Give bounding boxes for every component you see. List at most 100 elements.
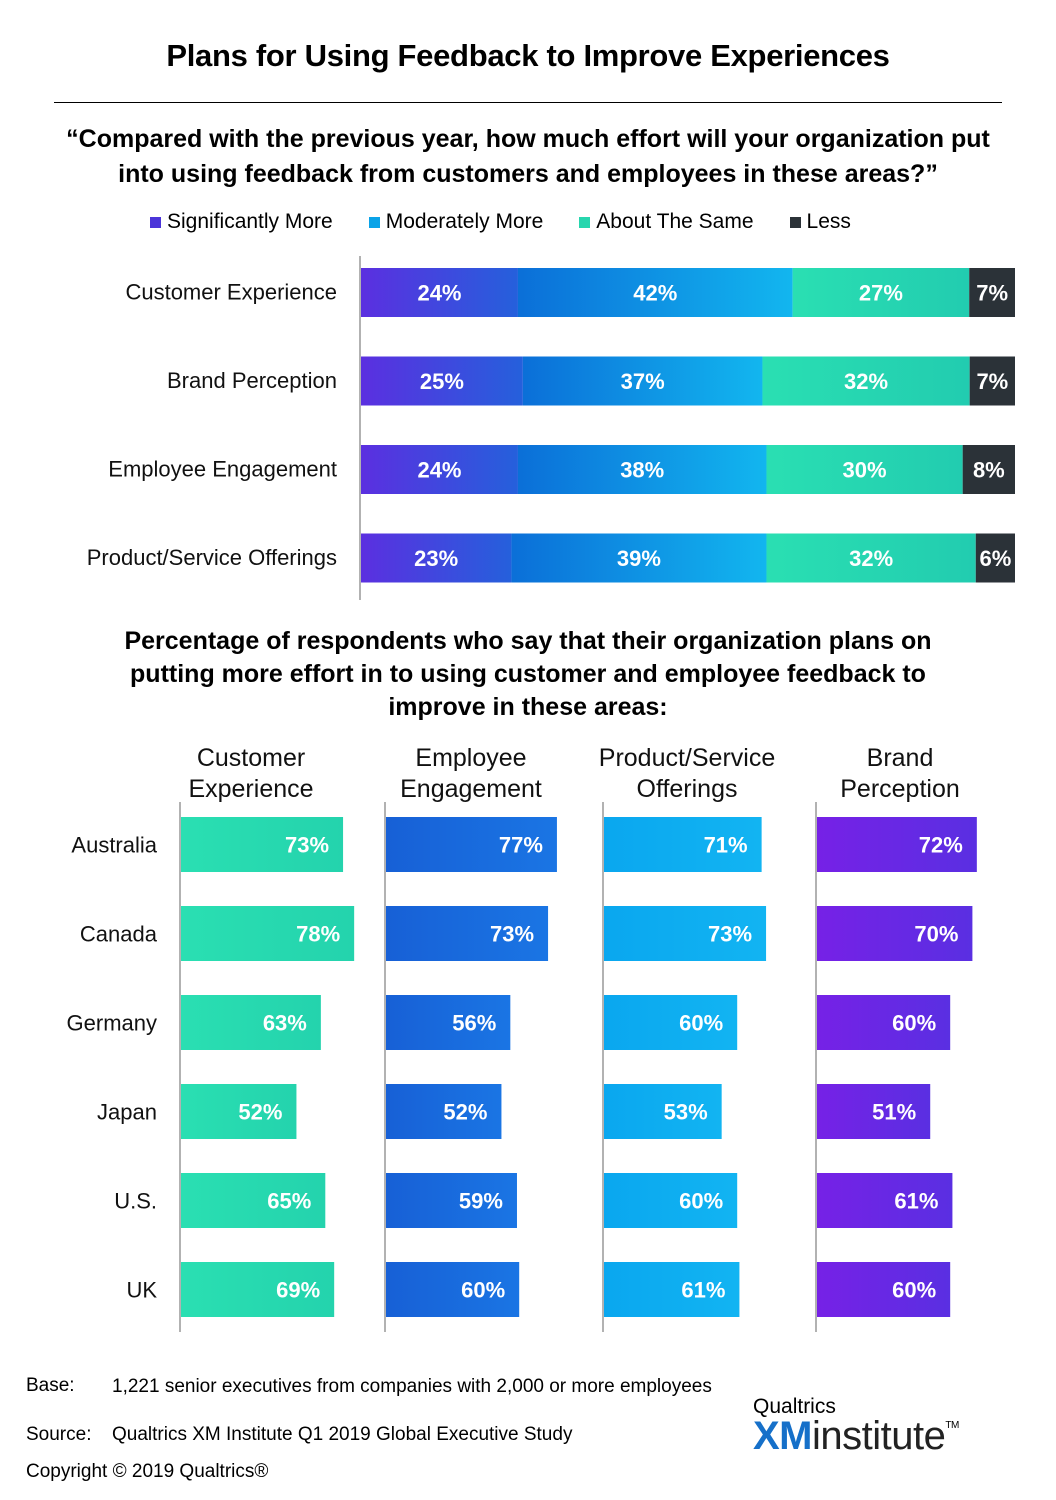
stacked-category-label: Employee Engagement — [108, 457, 337, 482]
panel-bar-brand-perception — [817, 1084, 931, 1139]
panel-bar-value-label: 63% — [263, 1011, 307, 1036]
panel-bar-value-label: 59% — [459, 1189, 503, 1214]
legend-label: Less — [806, 210, 851, 233]
panel-header-customer-experience: Customer — [197, 744, 305, 772]
stacked-bar-segment-moderately-more — [522, 356, 763, 406]
panel-bar-customer-experience — [181, 1262, 335, 1317]
panel-bar-value-label: 60% — [679, 1011, 723, 1036]
panel-bar-employee-engagement — [386, 906, 549, 961]
legend-label: About The Same — [596, 210, 754, 233]
stacked-bar-segment-about-the-same — [766, 533, 976, 583]
stacked-bar-segment-about-the-same — [792, 268, 970, 317]
legend-swatch — [789, 216, 801, 228]
stacked-bar-value-label: 38% — [620, 458, 664, 483]
stacked-category-label: Brand Perception — [167, 368, 337, 393]
stacked-bar-segment-about-the-same — [762, 356, 970, 406]
stacked-bar-segment-less — [962, 445, 1015, 494]
legend-swatch — [368, 216, 380, 228]
panel-header-brand-perception: Brand — [867, 744, 934, 772]
panel-bar-customer-experience — [181, 817, 344, 872]
panel-bar-brand-perception — [817, 995, 951, 1050]
stacked-bar-value-label: 24% — [417, 281, 461, 306]
panel-bar-customer-experience — [181, 906, 355, 961]
stacked-bar-value-label: 7% — [976, 281, 1008, 306]
stacked-bar-segment-moderately-more — [517, 445, 767, 494]
stacked-bar-segment-significantly-more — [361, 533, 512, 583]
footer-source-text: Qualtrics XM Institute Q1 2019 Global Ex… — [112, 1424, 573, 1445]
legend-label: Significantly More — [167, 210, 333, 233]
panel-bar-employee-engagement — [386, 1262, 520, 1317]
stacked-bar-segment-less — [975, 533, 1015, 583]
panel-bar-value-label: 69% — [276, 1278, 320, 1303]
country-bar-charts: Australia Canada Germany Japan U.S. UK Custome… — [67, 744, 977, 1332]
legend-item-significantly-more: Significantly More — [150, 210, 333, 234]
logo-xm: XM — [753, 1414, 813, 1458]
panel-bar-value-label: 56% — [452, 1011, 496, 1036]
footer-copyright: Copyright © 2019 Qualtrics® — [26, 1461, 269, 1482]
panel-bar-product-service-offerings — [604, 817, 762, 872]
stacked-bar-value-label: 30% — [843, 458, 887, 483]
panel-bar-value-label: 73% — [490, 922, 534, 947]
panel-bar-value-label: 77% — [499, 833, 543, 858]
logo-trademark: TM — [945, 1420, 959, 1431]
stacked-bar-value-label: 8% — [973, 458, 1005, 483]
panel-bar-value-label: 60% — [892, 1011, 936, 1036]
footer-base-text: 1,221 senior executives from companies w… — [112, 1376, 712, 1397]
title-divider — [54, 102, 1002, 103]
panel-bar-value-label: 51% — [872, 1100, 916, 1125]
country-label: U.S. — [114, 1189, 157, 1214]
panel-bar-value-label: 78% — [296, 922, 340, 947]
panel-bar-employee-engagement — [386, 1084, 502, 1139]
country-label: Canada — [80, 922, 158, 947]
panel-bar-value-label: 53% — [664, 1100, 708, 1125]
country-label: Australia — [71, 833, 157, 858]
legend-swatch — [579, 216, 591, 228]
panel-bar-employee-engagement — [386, 1173, 517, 1228]
logo-company-name: Qualtrics — [753, 1395, 836, 1418]
panel-header-product-service-offerings: Product/Service — [599, 744, 775, 772]
panel-header-brand-perception: Perception — [840, 775, 960, 803]
logo-institute: institute — [812, 1414, 946, 1458]
panel-bar-value-label: 52% — [238, 1100, 282, 1125]
panel-bar-customer-experience — [181, 995, 321, 1050]
panel-bar-value-label: 73% — [285, 833, 329, 858]
stacked-bar-value-label: 6% — [979, 546, 1011, 571]
legend-item-moderately-more: Moderately More — [368, 210, 543, 234]
country-label: Japan — [97, 1100, 157, 1125]
stacked-bar-value-label: 42% — [633, 281, 677, 306]
panel-bar-brand-perception — [817, 1262, 951, 1317]
panel-bar-value-label: 60% — [679, 1189, 723, 1214]
panel-bar-employee-engagement — [386, 817, 557, 872]
survey-question: “Compared with the previous year, how mu… — [66, 125, 990, 188]
stacked-bar-segment-moderately-more — [517, 268, 793, 317]
section-subtitle: Percentage of respondents who say that t… — [124, 627, 932, 721]
stacked-bar-value-label: 23% — [414, 546, 458, 571]
stacked-bar-segment-significantly-more — [361, 268, 518, 317]
stacked-bar-segment-less — [969, 268, 1015, 317]
stacked-bar-value-label: 37% — [621, 369, 665, 394]
stacked-category-label: Product/Service Offerings — [87, 545, 337, 570]
stacked-bar-value-label: 32% — [844, 369, 888, 394]
panel-bar-value-label: 52% — [443, 1100, 487, 1125]
panel-bar-value-label: 61% — [894, 1189, 938, 1214]
legend-item-about-the-same: About The Same — [579, 210, 754, 234]
panel-bar-value-label: 60% — [461, 1278, 505, 1303]
legend-item-less: Less — [789, 210, 851, 234]
panel-bar-product-service-offerings — [604, 906, 767, 961]
stacked-bar-value-label: 27% — [859, 281, 903, 306]
stacked-bar-value-label: 39% — [617, 546, 661, 571]
panel-bar-value-label: 70% — [914, 922, 958, 947]
panel-bar-value-label: 71% — [704, 833, 748, 858]
stacked-bar-segment-less — [969, 356, 1015, 406]
panel-bar-brand-perception — [817, 906, 973, 961]
stacked-bar-segment-significantly-more — [361, 445, 518, 494]
stacked-bar-value-label: 7% — [976, 369, 1008, 394]
panel-bar-product-service-offerings — [604, 995, 738, 1050]
panel-header-employee-engagement: Employee — [415, 744, 526, 772]
panel-bar-brand-perception — [817, 1173, 953, 1228]
page-title: Plans for Using Feedback to Improve Expe… — [166, 38, 890, 73]
panel-bar-customer-experience — [181, 1173, 326, 1228]
panel-bar-employee-engagement — [386, 995, 511, 1050]
panel-bar-product-service-offerings — [604, 1173, 738, 1228]
panel-bar-brand-perception — [817, 817, 977, 872]
